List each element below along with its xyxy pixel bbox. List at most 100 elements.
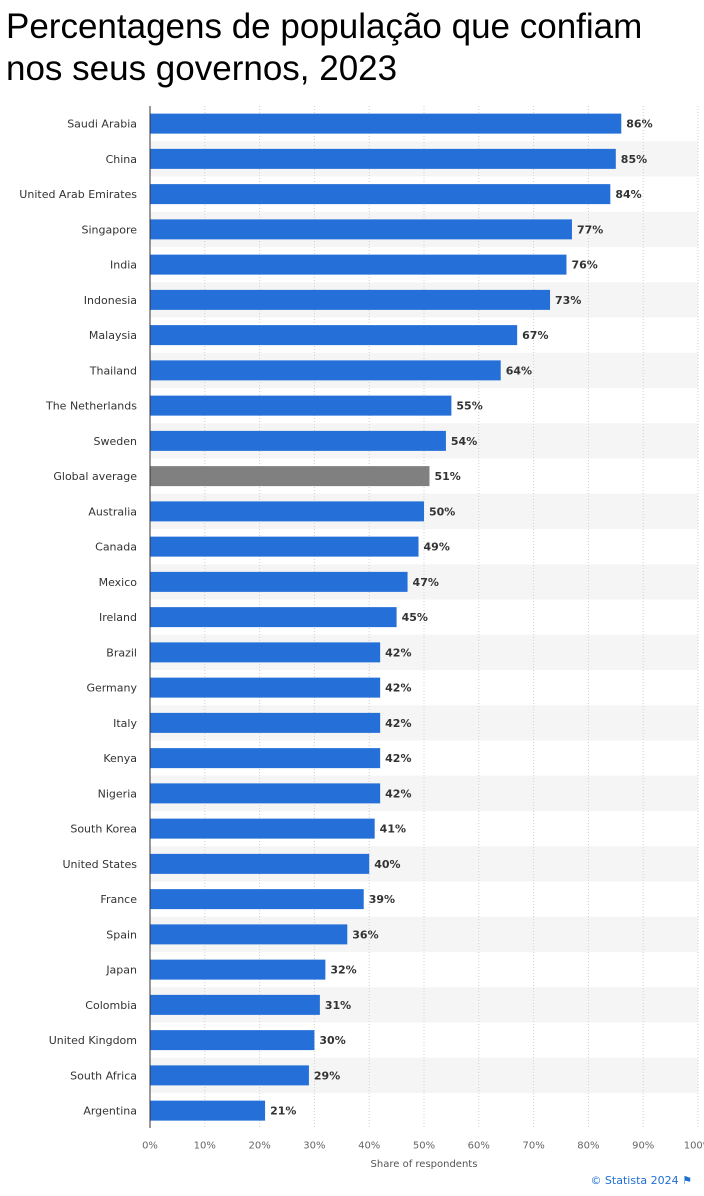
x-tick-label: 20% <box>248 1140 270 1151</box>
category-label: Japan <box>105 964 137 977</box>
category-label: Mexico <box>99 576 138 589</box>
value-label: 39% <box>369 893 395 906</box>
value-label: 31% <box>325 999 351 1012</box>
value-label: 54% <box>451 435 477 448</box>
value-label: 55% <box>456 400 482 413</box>
bar <box>150 853 370 874</box>
bar <box>150 184 611 205</box>
bar <box>150 642 381 663</box>
x-tick-label: 70% <box>522 1140 544 1151</box>
bar <box>150 536 419 557</box>
flag-icon: ⚑ <box>682 1174 692 1187</box>
bar <box>150 924 348 945</box>
category-label: Sweden <box>94 435 137 448</box>
value-label: 64% <box>506 364 532 377</box>
category-label: Argentina <box>83 1105 137 1118</box>
category-label: India <box>110 259 137 272</box>
category-label: Malaysia <box>89 329 137 342</box>
category-label: Nigeria <box>98 787 137 800</box>
bar <box>150 148 616 169</box>
value-label: 51% <box>434 470 460 483</box>
credit-text: © Statista 2024 <box>590 1174 679 1187</box>
category-label: The Netherlands <box>45 400 137 413</box>
bar <box>150 430 446 451</box>
bar <box>150 466 430 487</box>
category-label: Spain <box>106 928 137 941</box>
value-label: 29% <box>314 1069 340 1082</box>
value-label: 42% <box>385 787 411 800</box>
category-label: Brazil <box>106 646 137 659</box>
bar <box>150 1100 266 1121</box>
value-label: 77% <box>577 223 603 236</box>
bar <box>150 1030 315 1051</box>
bar <box>150 325 518 346</box>
value-label: 21% <box>270 1105 296 1118</box>
value-label: 85% <box>621 153 647 166</box>
bar <box>150 219 572 240</box>
category-label: Global average <box>53 470 137 483</box>
x-axis-title: Share of respondents <box>371 1159 478 1170</box>
bar <box>150 607 397 628</box>
category-label: Germany <box>86 682 137 695</box>
category-label: Italy <box>113 717 137 730</box>
x-tick-label: 60% <box>468 1140 490 1151</box>
x-axis-ticks: 0% 10% 20% 30% 40% 50% 60% 70% 80% 90% 100% <box>142 1140 704 1151</box>
category-label: Indonesia <box>84 294 137 307</box>
bar <box>150 677 381 698</box>
bar <box>150 712 381 733</box>
bar <box>150 289 551 310</box>
statista-credit[interactable]: © Statista 2024 ⚑ <box>590 1174 692 1187</box>
category-label: Kenya <box>103 752 137 765</box>
category-label: Ireland <box>99 611 137 624</box>
bar <box>150 254 567 275</box>
bars <box>150 113 622 1121</box>
x-tick-label: 40% <box>358 1140 380 1151</box>
category-label: China <box>106 153 137 166</box>
bar <box>150 748 381 769</box>
category-label: Canada <box>95 541 137 554</box>
category-label: United Arab Emirates <box>19 188 137 201</box>
bar <box>150 783 381 804</box>
category-label: United Kingdom <box>49 1034 137 1047</box>
value-label: 42% <box>385 646 411 659</box>
chart-title: Percentagens de população que confiam no… <box>6 7 643 88</box>
x-tick-label: 80% <box>577 1140 599 1151</box>
bar <box>150 994 320 1015</box>
bar <box>150 959 326 980</box>
category-label: United States <box>63 858 138 871</box>
value-label: 41% <box>380 823 406 836</box>
category-labels: Saudi Arabia China United Arab Emirates Sin… <box>19 118 137 1118</box>
bar <box>150 818 375 839</box>
value-label: 36% <box>352 928 378 941</box>
category-label: France <box>100 893 137 906</box>
category-label: Colombia <box>85 999 137 1012</box>
x-tick-label: 0% <box>142 1140 158 1151</box>
category-label: Saudi Arabia <box>67 118 137 131</box>
bar <box>150 360 501 381</box>
value-label: 73% <box>555 294 581 307</box>
value-labels: 86% 85% 84% 77% 76% 73% 67% 64% 55% 54% 51% 50% 49% 4… <box>270 118 653 1118</box>
category-label: South Korea <box>70 823 137 836</box>
bar <box>150 501 424 522</box>
value-label: 50% <box>429 505 455 518</box>
bar <box>150 1065 309 1086</box>
x-tick-label: 90% <box>632 1140 654 1151</box>
value-label: 42% <box>385 752 411 765</box>
bar <box>150 889 364 910</box>
x-tick-label: 30% <box>303 1140 325 1151</box>
category-label: Thailand <box>89 364 137 377</box>
category-label: South Africa <box>70 1069 137 1082</box>
x-tick-label: 50% <box>413 1140 435 1151</box>
value-label: 67% <box>522 329 548 342</box>
x-tick-label: 100% <box>684 1140 704 1151</box>
value-label: 32% <box>330 964 356 977</box>
value-label: 49% <box>424 541 450 554</box>
x-tick-label: 10% <box>194 1140 216 1151</box>
bar <box>150 571 408 592</box>
value-label: 30% <box>319 1034 345 1047</box>
value-label: 86% <box>626 118 652 131</box>
value-label: 47% <box>413 576 439 589</box>
value-label: 40% <box>374 858 400 871</box>
category-label: Singapore <box>82 223 138 236</box>
